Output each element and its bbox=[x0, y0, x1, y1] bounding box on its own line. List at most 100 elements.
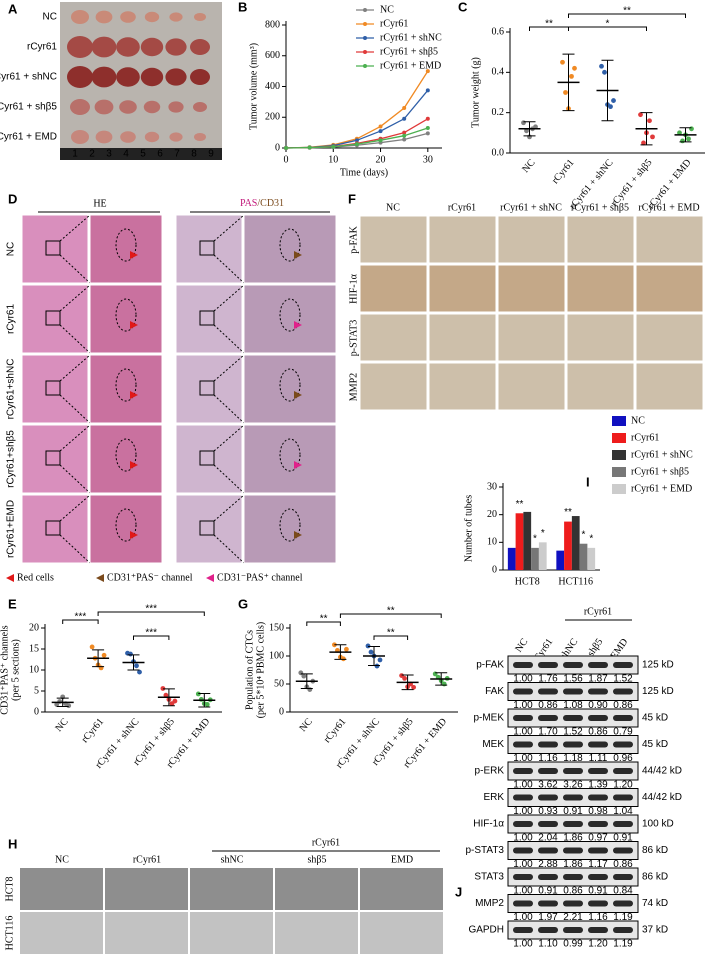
group-header: rCyr61 bbox=[312, 837, 340, 848]
x-axis-label: Time (days) bbox=[340, 167, 388, 178]
ihc-image bbox=[635, 313, 704, 362]
x-tick-label: rCyr61 bbox=[550, 157, 577, 186]
significance-bracket bbox=[133, 635, 170, 640]
band bbox=[538, 927, 558, 933]
band bbox=[513, 900, 533, 907]
micrograph bbox=[21, 494, 89, 564]
density-value: 1.08 bbox=[563, 700, 583, 711]
ihc-image bbox=[359, 313, 428, 362]
zoom-line bbox=[59, 394, 91, 424]
band bbox=[563, 768, 583, 774]
density-value: 1.76 bbox=[538, 674, 558, 685]
band bbox=[563, 794, 583, 801]
microscopy-image bbox=[20, 868, 103, 910]
ihc-image bbox=[428, 362, 497, 411]
density-value: 1.52 bbox=[613, 674, 633, 685]
data-point bbox=[608, 104, 613, 110]
column-header: EMD bbox=[391, 854, 413, 865]
error-bar bbox=[162, 688, 175, 707]
tumor bbox=[140, 67, 164, 87]
density-value: 0.91 bbox=[563, 806, 583, 817]
size-label: 45 kD bbox=[642, 739, 668, 750]
ruler-number: 8 bbox=[191, 149, 197, 160]
micrograph bbox=[89, 214, 163, 284]
band bbox=[613, 741, 633, 748]
arrowhead bbox=[294, 391, 302, 399]
band bbox=[513, 662, 533, 668]
y-tick-label: 0.2 bbox=[492, 107, 505, 118]
x-tick-label: 20 bbox=[376, 154, 386, 165]
band bbox=[613, 874, 633, 880]
y-axis-label: CD31⁺PAS⁺ channels bbox=[0, 625, 10, 714]
microscopy-image bbox=[275, 912, 358, 954]
band bbox=[563, 927, 583, 933]
density-value: 1.56 bbox=[563, 674, 583, 685]
y-tick-label: 0 bbox=[279, 706, 284, 717]
y-axis-label: Population of CTCs bbox=[244, 630, 255, 710]
band bbox=[563, 900, 583, 907]
panel-label: H bbox=[8, 836, 17, 851]
band bbox=[613, 900, 633, 907]
row-label: rCyr61+EMD bbox=[6, 500, 17, 558]
size-label: 74 kD bbox=[642, 898, 668, 909]
band bbox=[563, 715, 583, 721]
column-header: shβ5 bbox=[308, 854, 327, 865]
band bbox=[613, 821, 633, 827]
size-label: 125 kD bbox=[642, 660, 674, 671]
density-value: 0.99 bbox=[563, 939, 583, 950]
error-bar bbox=[334, 644, 347, 660]
tumor bbox=[120, 11, 136, 23]
arrowhead bbox=[6, 574, 14, 582]
band bbox=[538, 768, 558, 774]
data-point bbox=[425, 126, 430, 131]
density-value: 0.86 bbox=[613, 700, 633, 711]
zoom-line bbox=[59, 324, 91, 354]
zoom-box bbox=[45, 450, 61, 466]
zoom-line bbox=[59, 284, 91, 312]
panel-label: A bbox=[8, 1, 18, 16]
value-label: * bbox=[533, 534, 537, 545]
error-bar bbox=[300, 673, 313, 689]
micrograph bbox=[175, 424, 243, 494]
data-point bbox=[57, 699, 63, 704]
tumor bbox=[116, 37, 140, 57]
y-tick-label: 100 bbox=[269, 650, 284, 661]
significance-bracket bbox=[339, 613, 442, 618]
x-tick-label: HCT8 bbox=[515, 576, 540, 587]
row-label: rCyr61 bbox=[27, 42, 57, 53]
tumor bbox=[94, 99, 114, 115]
x-tick-label: 0 bbox=[284, 154, 289, 165]
density-value: 1.00 bbox=[513, 912, 533, 923]
ihc-image bbox=[497, 215, 566, 264]
ihc-image bbox=[497, 313, 566, 362]
lane-label: shβ5 bbox=[585, 637, 605, 659]
microscopy-image bbox=[360, 868, 443, 910]
value-label: ** bbox=[516, 499, 524, 510]
band bbox=[513, 688, 533, 695]
micrograph bbox=[21, 284, 89, 354]
value-label: ** bbox=[564, 507, 572, 518]
column-header: rCyr61 bbox=[448, 202, 476, 213]
ruler-number: 6 bbox=[157, 149, 163, 160]
density-value: 0.86 bbox=[588, 727, 608, 738]
row-label: HCT8 bbox=[4, 877, 15, 902]
protein-label: MEK bbox=[482, 739, 504, 750]
panel-label: D bbox=[8, 191, 17, 206]
legend-label: rCyr61 + EMD bbox=[631, 483, 692, 494]
column-header: rCyr61 + EMD bbox=[638, 202, 699, 213]
data-point bbox=[89, 644, 95, 650]
band bbox=[613, 847, 633, 854]
significance-label: ** bbox=[623, 6, 631, 17]
channel-outline bbox=[115, 508, 137, 542]
lane-label: NC bbox=[513, 636, 530, 654]
y-tick-label: 30 bbox=[487, 481, 497, 492]
legend-label: rCyr61 bbox=[631, 432, 659, 443]
y-axis-label: Tumor volume (mm³) bbox=[248, 43, 259, 130]
significance-bracket bbox=[568, 26, 647, 31]
ihc-image bbox=[359, 264, 428, 313]
zoom-box bbox=[45, 310, 61, 326]
ihc-image bbox=[566, 264, 635, 313]
micrograph bbox=[89, 284, 163, 354]
data-point bbox=[378, 138, 383, 143]
ihc-image bbox=[566, 313, 635, 362]
